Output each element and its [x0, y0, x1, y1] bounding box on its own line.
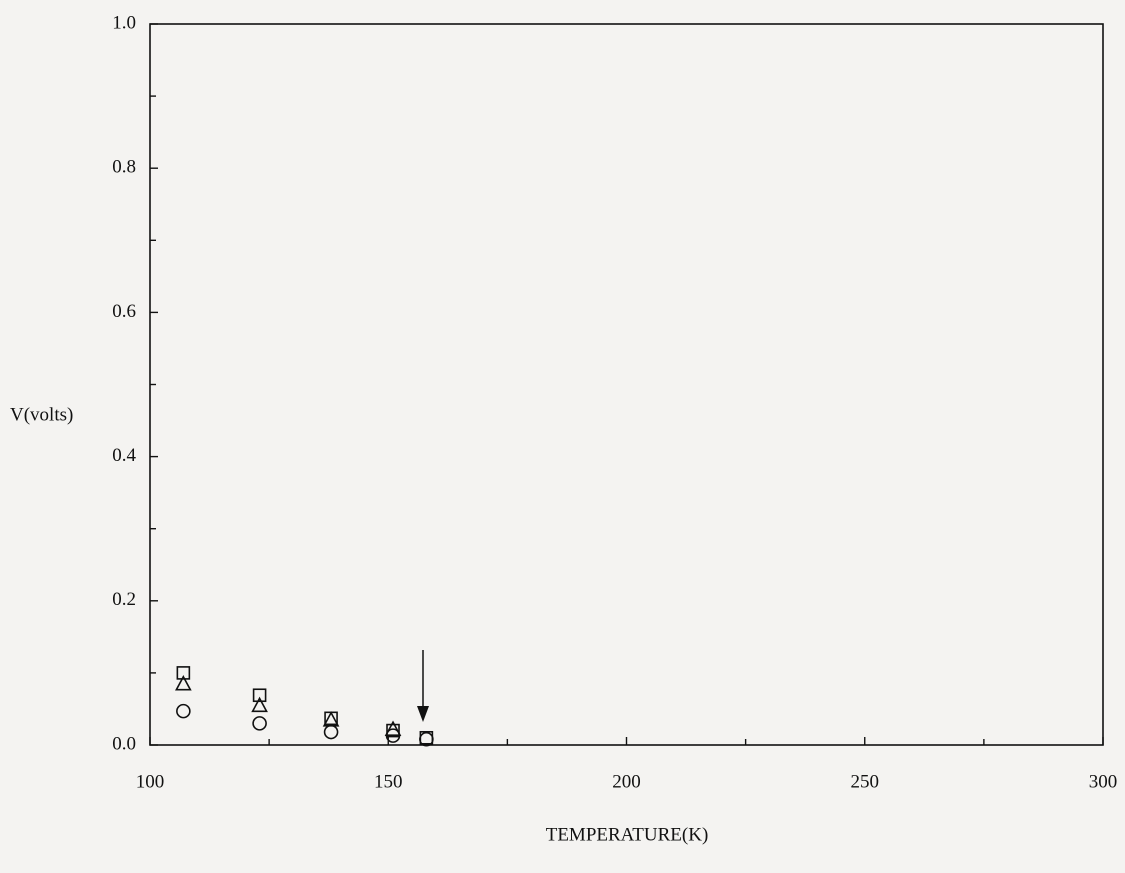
data-point: [251, 696, 268, 713]
x-tick-label: 300: [1089, 771, 1118, 792]
data-point: [419, 731, 434, 747]
x-axis-label: TEMPERATURE(K): [546, 824, 709, 845]
data-point: [175, 675, 192, 691]
data-point: [323, 724, 339, 740]
data-point: [252, 716, 267, 731]
data-point: [385, 728, 401, 743]
x-tick-label: 150: [374, 771, 403, 792]
data-point: [176, 666, 191, 680]
y-axis-label: V(volts): [10, 404, 73, 425]
y-tick-label: 0.0: [112, 733, 136, 754]
data-point: [386, 723, 400, 738]
arrow: [417, 650, 429, 722]
x-tick-label: 100: [136, 771, 165, 792]
x-tick-label: 200: [612, 771, 641, 792]
x-tick-label: 250: [851, 771, 880, 792]
data-point: [252, 688, 267, 703]
y-tick-label: 0.4: [112, 445, 136, 466]
y-tick-label: 1.0: [112, 12, 136, 33]
y-tick-label: 0.6: [112, 301, 136, 322]
data-point: [176, 703, 191, 719]
data-point: [384, 720, 402, 736]
y-tick-label: 0.8: [112, 157, 136, 178]
plot-frame: [149, 23, 1104, 746]
y-tick-label: 0.2: [112, 589, 136, 610]
